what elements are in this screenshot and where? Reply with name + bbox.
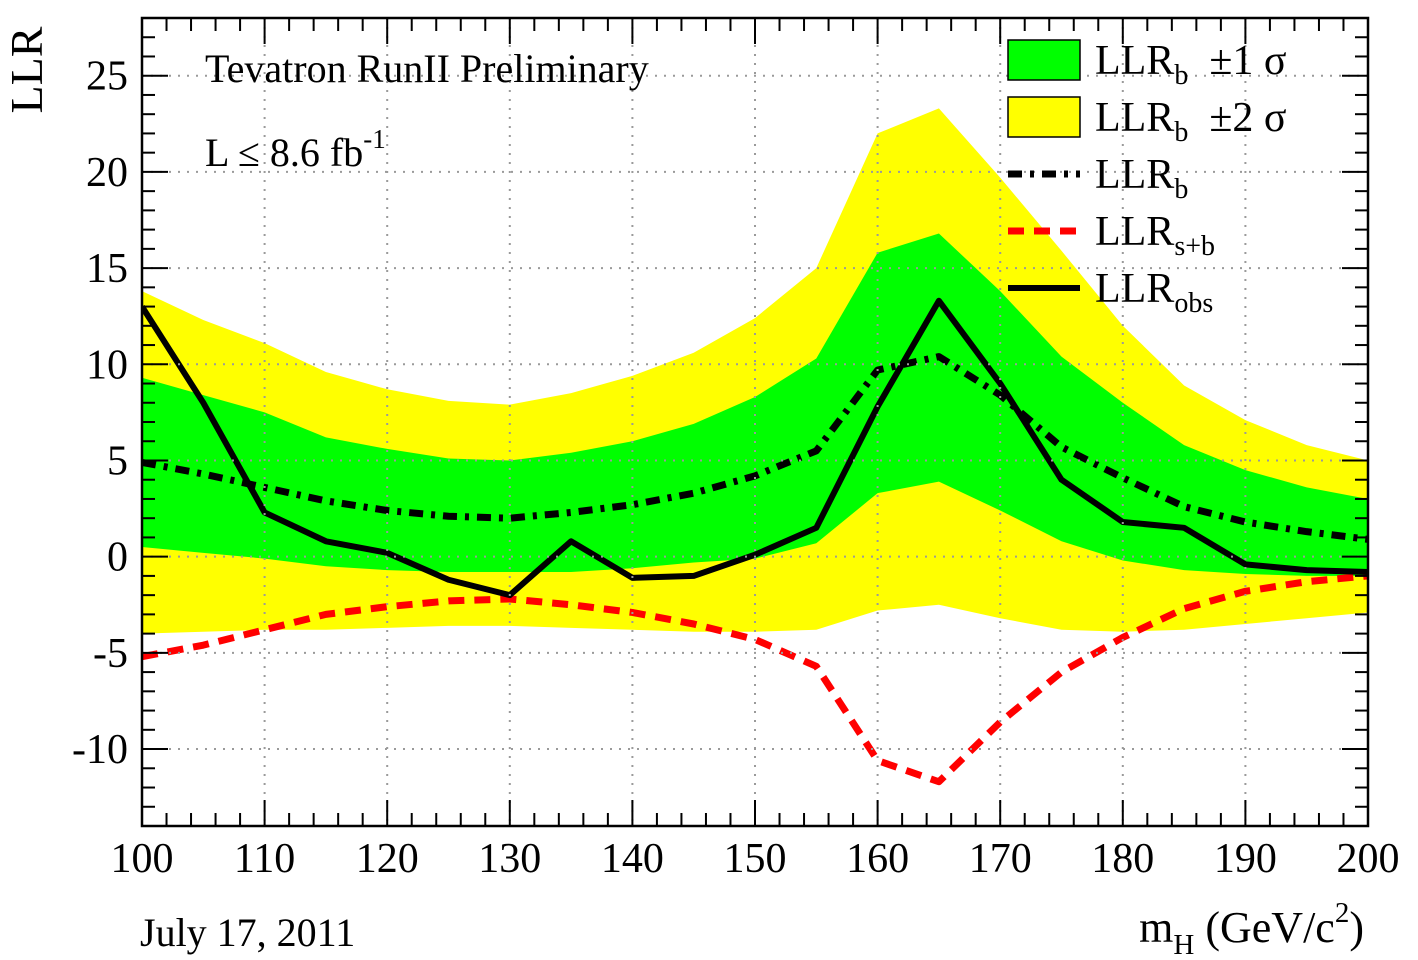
x-axis-label-sub: H: [1173, 929, 1194, 960]
legend-label: LLRs+b: [1095, 209, 1215, 262]
plot-content: [142, 108, 1368, 786]
annotation-main: Tevatron RunII Preliminary: [205, 46, 649, 91]
legend-label-main: LLR: [1095, 38, 1174, 84]
series-llr-b: [142, 353, 1368, 543]
x-tick-label: 140: [601, 836, 664, 882]
x-tick-label: 160: [846, 836, 909, 882]
legend-item-1: LLRb ±1 σ: [1007, 38, 1287, 91]
legend-label-main: LLR: [1095, 152, 1174, 198]
x-tick-label: 110: [234, 836, 295, 882]
legend-label-extra: ±2 σ: [1188, 95, 1286, 141]
legend-item-4: LLRs+b: [1008, 209, 1215, 262]
annotation-lumi-text: L ≤ 8.6 fb: [205, 130, 363, 175]
x-tick-label: 130: [478, 836, 541, 882]
x-axis-label-sup: 2: [1335, 897, 1350, 929]
legend-item-5: LLRobs: [1008, 266, 1213, 319]
plot-frame: [140, 16, 1370, 828]
x-tick-label: 170: [969, 836, 1032, 882]
x-tick-label: 150: [724, 836, 787, 882]
x-axis-label-close: ): [1349, 903, 1364, 952]
legend-label: LLRobs: [1095, 266, 1213, 319]
legend-label: LLRb: [1095, 152, 1188, 205]
series-llr-s-b: [142, 572, 1368, 786]
x-axis-label: mH (GeV/c2): [1139, 897, 1364, 960]
y-tick-label: -10: [72, 727, 128, 773]
y-tick-label: 5: [107, 438, 128, 484]
y-axis-label: LLR: [1, 26, 52, 113]
legend-item-2: LLRb ±2 σ: [1007, 95, 1287, 148]
annotation-lumi: L ≤ 8.6 fb-1: [205, 124, 386, 175]
legend-label: LLRb ±2 σ: [1095, 95, 1287, 148]
legend-item-3: LLRb: [1008, 152, 1188, 205]
annotation-lumi-sup: -1: [363, 124, 386, 154]
y-tick-label: -5: [93, 631, 128, 677]
band-1sigma: [142, 233, 1368, 576]
y-tick-label: 10: [86, 342, 128, 388]
x-tick-label: 120: [356, 836, 419, 882]
grid: [142, 18, 1368, 826]
plot-area: [142, 108, 1368, 786]
legend-label-sub: b: [1174, 117, 1188, 148]
x-axis-label-unit: (GeV/c: [1194, 903, 1335, 952]
y-tick-label: 25: [86, 54, 128, 100]
x-tick-label: 100: [111, 836, 174, 882]
x-tick-label: 190: [1214, 836, 1277, 882]
legend-label-extra: ±1 σ: [1188, 38, 1286, 84]
x-axis-label-m: m: [1139, 903, 1173, 952]
chart-text: LLR Tevatron RunII Preliminary L ≤ 8.6 f…: [1, 26, 1400, 960]
legend-swatch-box: [1007, 39, 1081, 81]
date-label: July 17, 2011: [140, 910, 355, 955]
legend-label-main: LLR: [1095, 209, 1174, 255]
series-llr-obs: [142, 297, 1368, 599]
x-tick-label: 180: [1091, 836, 1154, 882]
legend-label-sub: b: [1174, 60, 1188, 91]
legend-label-sub: obs: [1174, 288, 1213, 319]
legend-label-main: LLR: [1095, 95, 1174, 141]
y-tick-label: 15: [86, 246, 128, 292]
legend-label: LLRb ±1 σ: [1095, 38, 1287, 91]
legend-swatch-box: [1007, 96, 1081, 138]
x-tick-label: 200: [1337, 836, 1400, 882]
legend-label-main: LLR: [1095, 266, 1174, 312]
y-tick-label: 20: [86, 150, 128, 196]
legend-label-sub: s+b: [1174, 231, 1215, 262]
y-tick-label: 0: [107, 535, 128, 581]
legend-label-sub: b: [1174, 174, 1188, 205]
